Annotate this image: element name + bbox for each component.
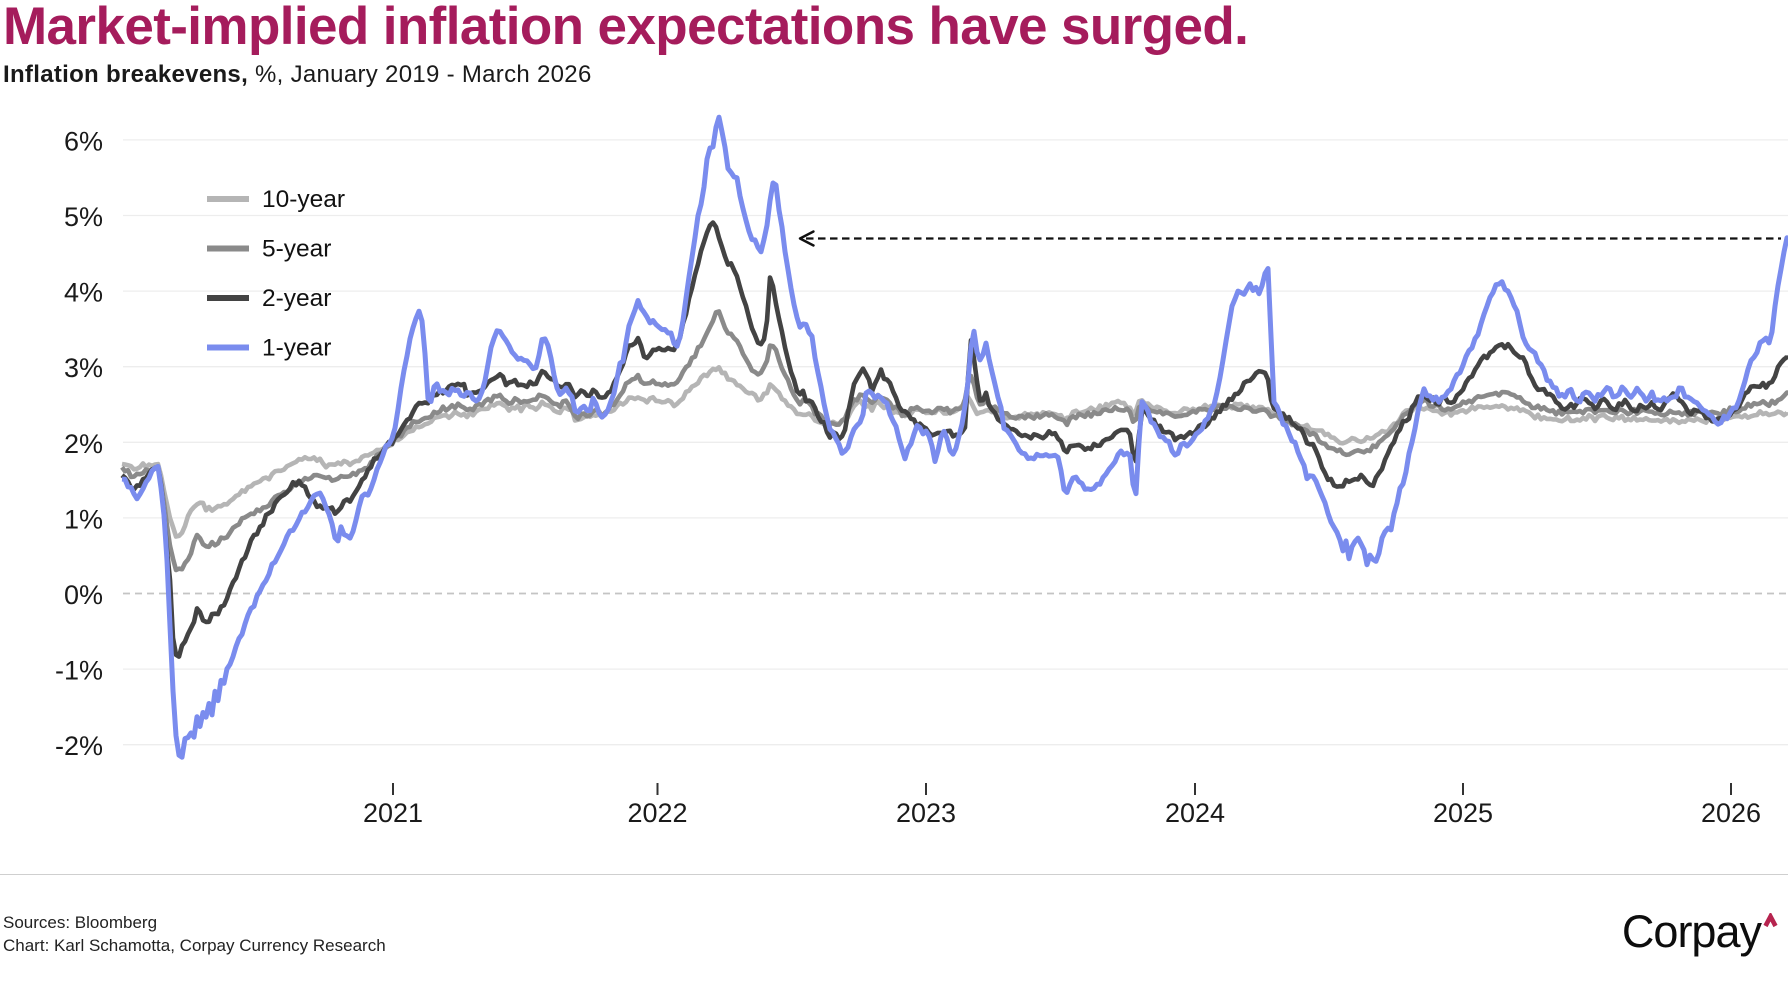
svg-text:-1%: -1%: [55, 656, 103, 686]
svg-text:3%: 3%: [64, 353, 103, 383]
svg-text:2%: 2%: [64, 429, 103, 459]
svg-text:2023: 2023: [896, 798, 956, 828]
svg-text:1%: 1%: [64, 504, 103, 534]
svg-text:0%: 0%: [64, 580, 103, 610]
svg-text:5%: 5%: [64, 202, 103, 232]
svg-text:10-year: 10-year: [262, 186, 345, 213]
svg-text:5-year: 5-year: [262, 236, 331, 263]
svg-text:2022: 2022: [627, 798, 687, 828]
svg-text:2025: 2025: [1433, 798, 1493, 828]
svg-text:2021: 2021: [363, 798, 423, 828]
svg-text:-2%: -2%: [55, 731, 103, 761]
svg-text:2024: 2024: [1165, 798, 1225, 828]
svg-text:6%: 6%: [64, 126, 103, 156]
svg-text:2026: 2026: [1701, 798, 1761, 828]
svg-text:4%: 4%: [64, 278, 103, 308]
svg-text:1-year: 1-year: [262, 335, 331, 362]
svg-text:2-year: 2-year: [262, 285, 331, 312]
